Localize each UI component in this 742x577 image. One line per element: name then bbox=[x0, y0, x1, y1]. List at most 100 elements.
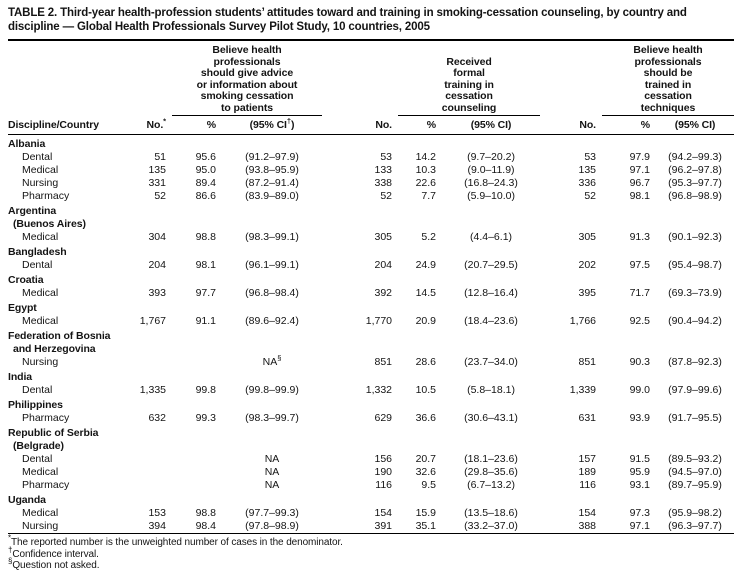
no-value: 629 bbox=[374, 412, 393, 424]
ci-value: (33.2–37.0) bbox=[464, 520, 518, 532]
no-value: 338 bbox=[374, 177, 393, 189]
percent-value: 71.7 bbox=[629, 287, 651, 299]
ci-value: (90.4–94.2) bbox=[668, 315, 722, 327]
percent-value: 98.1 bbox=[629, 190, 651, 202]
percent-value bbox=[172, 453, 222, 466]
percent-value: 96.7 bbox=[629, 177, 651, 189]
no-value: 204 bbox=[374, 259, 393, 271]
discipline-label: Dental bbox=[22, 384, 53, 396]
percent-value: 86.6 bbox=[195, 190, 216, 202]
data-row: Pharmacy 632 99.3 (98.3–99.7) 629 36.6 (30.6–4… bbox=[8, 412, 734, 425]
percent-value: 98.8 bbox=[195, 507, 216, 519]
no-value: 154 bbox=[578, 507, 597, 519]
percent-value: 10.5 bbox=[415, 384, 437, 396]
ci-value: (13.5–18.6) bbox=[464, 507, 518, 519]
no-value: 632 bbox=[148, 412, 166, 424]
ci-value: (5.8–18.1) bbox=[467, 384, 515, 396]
no-value: 393 bbox=[148, 287, 166, 299]
no-value: 204 bbox=[148, 259, 166, 271]
data-row: Nursing 331 89.4 (87.2–91.4) 338 22.6 (16.8–24… bbox=[8, 177, 734, 190]
table-header: Believe health professionals should give a… bbox=[8, 43, 735, 135]
discipline-label: Medical bbox=[22, 315, 59, 327]
percent-header: % bbox=[172, 115, 222, 135]
no-value: 305 bbox=[578, 231, 597, 243]
column-group-title: Received formal training in cessation counse… bbox=[398, 43, 541, 116]
ci-value: (9.7–20.2) bbox=[467, 151, 515, 163]
country-group-row: Croatia bbox=[8, 272, 734, 287]
percent-value: 95.9 bbox=[629, 466, 651, 478]
percent-value: 93.1 bbox=[629, 479, 651, 491]
data-row: Nursing 394 98.4 (97.8–98.9) 391 35.1 (33.2–37… bbox=[8, 520, 734, 534]
country-label: Croatia bbox=[8, 274, 44, 286]
percent-value: 91.1 bbox=[195, 315, 216, 327]
country-group-row: Uganda bbox=[8, 492, 734, 507]
ci-value: NA bbox=[264, 453, 280, 465]
discipline-country-header: Discipline/Country bbox=[8, 115, 136, 135]
no-value: 1,332 bbox=[365, 384, 393, 396]
ci-value: (30.6–43.1) bbox=[464, 412, 518, 424]
no-value: 304 bbox=[148, 231, 166, 243]
no-value bbox=[136, 466, 172, 479]
ci-value: (96.8–98.9) bbox=[668, 190, 722, 202]
discipline-label: Dental bbox=[22, 259, 53, 271]
no-value: 154 bbox=[374, 507, 393, 519]
percent-value: 89.4 bbox=[195, 177, 216, 189]
no-value: 331 bbox=[148, 177, 166, 189]
no-value: 336 bbox=[578, 177, 597, 189]
ci-value: NA bbox=[264, 466, 280, 478]
header-spacer bbox=[322, 43, 398, 116]
no-value: 388 bbox=[578, 520, 597, 532]
discipline-label: Nursing bbox=[22, 356, 59, 368]
percent-value: 14.2 bbox=[415, 151, 437, 163]
data-row: Dental 51 95.6 (91.2–97.9) 53 14.2 (9.7–20.2) 5… bbox=[8, 151, 734, 164]
table-footnotes: *The reported number is the unweighted n… bbox=[8, 534, 734, 572]
ci-value: (99.8–99.9) bbox=[245, 384, 299, 396]
percent-value: 92.5 bbox=[629, 315, 651, 327]
percent-value: 32.6 bbox=[415, 466, 437, 478]
country-group-row: Egypt bbox=[8, 300, 734, 315]
ci-value: (89.6–92.4) bbox=[245, 315, 299, 327]
country-label: Republic of Serbia (Belgrade) bbox=[8, 427, 99, 452]
ci-header: (95% CI) bbox=[656, 115, 735, 135]
no-value: 394 bbox=[148, 520, 166, 532]
no-value: 202 bbox=[578, 259, 597, 271]
country-label: Uganda bbox=[8, 494, 46, 506]
no-value: 53 bbox=[584, 151, 597, 163]
country-group-row: Argentina (Buenos Aires) bbox=[8, 203, 734, 231]
ci-value: (23.7–34.0) bbox=[464, 356, 518, 368]
percent-value: 22.6 bbox=[415, 177, 437, 189]
ci-value: (89.5–93.2) bbox=[668, 453, 722, 465]
data-row: Medical 393 97.7 (96.8–98.4) 392 14.5 (12.8–16… bbox=[8, 287, 734, 300]
percent-value: 20.9 bbox=[415, 315, 437, 327]
data-row: Pharmacy NA 116 9.5 (6.7–13.2) 116 93.1 (89.7–9… bbox=[8, 479, 734, 492]
no-value: 1,766 bbox=[569, 315, 597, 327]
percent-header: % bbox=[602, 115, 657, 135]
no-header: No. bbox=[540, 115, 603, 135]
percent-value: 24.9 bbox=[415, 259, 437, 271]
data-row: Nursing NA§ 851 28.6 (23.7–34.0) 851 90.3 (87.8… bbox=[8, 353, 734, 369]
discipline-label: Nursing bbox=[22, 177, 59, 189]
ci-value: (69.3–73.9) bbox=[668, 287, 722, 299]
table-body: Albania Dental 51 95.6 (91.2–97.9) 53 14.2 (9.7… bbox=[8, 135, 735, 534]
attitudes-training-table: Believe health professionals should give a… bbox=[8, 43, 735, 534]
ci-value: (94.2–99.3) bbox=[668, 151, 722, 163]
ci-value: (29.8–35.6) bbox=[464, 466, 518, 478]
discipline-label: Dental bbox=[22, 453, 53, 465]
no-value: 52 bbox=[154, 190, 166, 202]
data-row: Medical 135 95.0 (93.8–95.9) 133 10.3 (9.0–11.… bbox=[8, 164, 734, 177]
country-group-row: Federation of Bosnia and Herzegovina bbox=[8, 328, 734, 356]
ci-value: NA§ bbox=[262, 353, 282, 368]
footnote: §Question not asked. bbox=[8, 556, 100, 571]
percent-value: 9.5 bbox=[421, 479, 437, 491]
percent-value bbox=[172, 356, 222, 369]
ci-value: (96.2–97.8) bbox=[668, 164, 722, 176]
ci-value: (5.9–10.0) bbox=[467, 190, 515, 202]
no-value bbox=[136, 479, 172, 492]
ci-value: (97.8–98.9) bbox=[245, 520, 299, 532]
no-value: 52 bbox=[380, 190, 393, 202]
percent-value: 95.6 bbox=[195, 151, 216, 163]
percent-value: 7.7 bbox=[421, 190, 437, 202]
percent-value: 99.0 bbox=[629, 384, 651, 396]
percent-value: 99.3 bbox=[195, 412, 216, 424]
